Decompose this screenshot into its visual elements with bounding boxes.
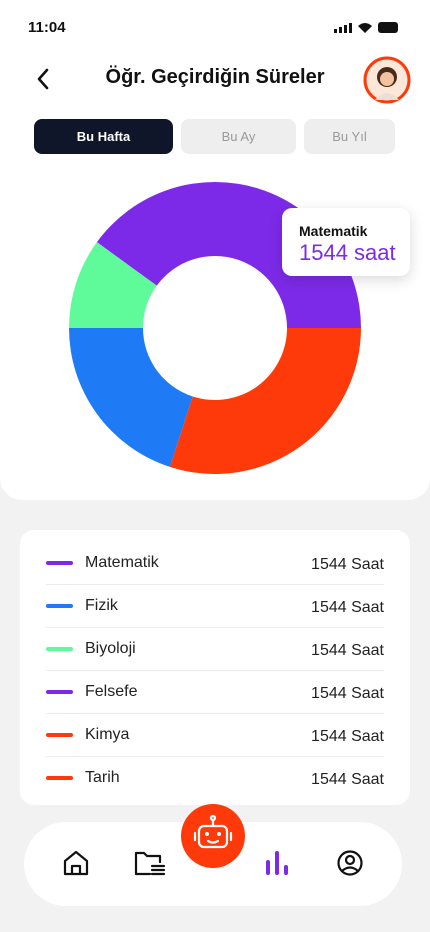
legend-value: 1544 Saat	[311, 599, 384, 616]
page-title: Öğr. Geçirdiğin Süreler	[105, 66, 325, 88]
separator	[46, 713, 384, 714]
legend-name: Biyoloji	[85, 640, 136, 657]
legend-swatch	[46, 561, 73, 565]
assistant-button[interactable]	[181, 804, 245, 868]
legend-name: Matematik	[85, 554, 159, 571]
nav-icons	[63, 804, 363, 876]
legend-swatch	[46, 647, 73, 651]
tab[interactable]: Bu Ay	[181, 119, 296, 154]
legend-value: 1544 Saat	[311, 642, 384, 659]
legend-value: 1544 Saat	[311, 728, 384, 745]
legend-swatch	[46, 690, 73, 694]
donut-segment[interactable]	[69, 328, 193, 467]
donut-segment[interactable]	[169, 328, 361, 474]
legend-value: 1544 Saat	[311, 556, 384, 573]
legend-value: 1544 Saat	[311, 771, 384, 788]
legend-name: Felsefe	[85, 683, 138, 700]
separator	[46, 756, 384, 757]
tooltip-value: 1544 saat	[299, 240, 396, 265]
legend-row: Felsefe 1544 Saat	[46, 671, 384, 714]
back-button[interactable]	[32, 66, 56, 92]
legend-name: Fizik	[85, 597, 118, 614]
separator	[46, 627, 384, 628]
status-icons	[334, 22, 398, 33]
legend-name: Kimya	[85, 726, 130, 743]
separator	[46, 584, 384, 585]
profile-icon[interactable]	[337, 850, 363, 876]
legend-swatch	[46, 604, 73, 608]
avatar[interactable]	[363, 56, 411, 104]
legend-name: Tarih	[85, 769, 120, 786]
stats-icon[interactable]	[266, 851, 288, 875]
tab[interactable]: Bu Yıl	[304, 119, 395, 154]
legend-row: Kimya 1544 Saat	[46, 714, 384, 757]
tab[interactable]: Bu Hafta	[34, 119, 173, 154]
legend-row: Tarih 1544 Saat	[46, 757, 384, 800]
legend-list: Matematik 1544 Saat Fizik 1544 Saat Biyoloji…	[20, 530, 410, 805]
separator	[46, 670, 384, 671]
status-time: 11:04	[28, 19, 66, 36]
legend-swatch	[46, 776, 73, 780]
files-icon[interactable]	[134, 851, 166, 876]
legend-row: Biyoloji 1544 Saat	[46, 628, 384, 671]
tooltip: Matematik 1544 saat	[282, 208, 410, 276]
home-icon[interactable]	[63, 850, 89, 876]
legend-row: Fizik 1544 Saat	[46, 585, 384, 628]
legend-swatch	[46, 733, 73, 737]
legend-row: Matematik 1544 Saat	[46, 542, 384, 585]
legend-value: 1544 Saat	[311, 685, 384, 702]
donut-segment[interactable]	[69, 242, 157, 328]
tooltip-label: Matematik	[299, 223, 368, 239]
